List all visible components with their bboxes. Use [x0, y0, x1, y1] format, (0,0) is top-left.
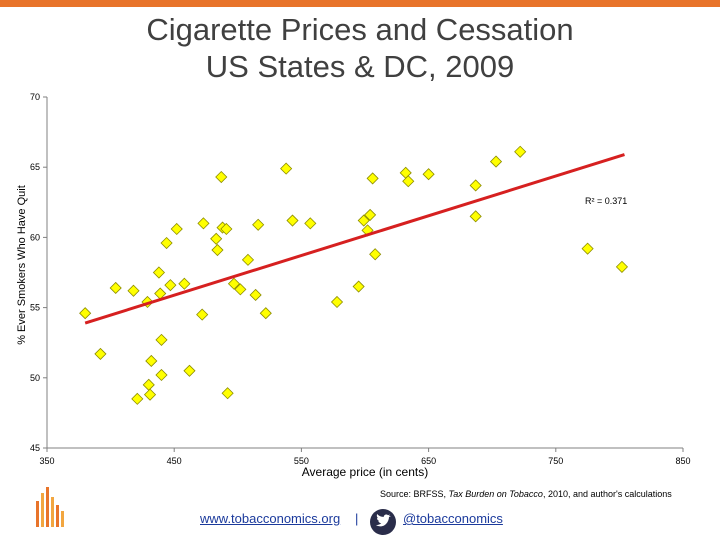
data-point: [280, 162, 293, 175]
data-point: [514, 145, 527, 158]
y-tick-label: 55: [30, 303, 40, 313]
data-point: [304, 217, 317, 230]
data-point: [155, 368, 168, 382]
data-point: [357, 214, 370, 227]
data-point: [94, 347, 107, 360]
data-point: [469, 210, 482, 223]
twitter-bird-icon[interactable]: [370, 509, 396, 535]
y-tick-label: 60: [30, 232, 40, 242]
footer-separator: |: [355, 511, 359, 526]
data-point: [364, 208, 377, 222]
tobacconomics-logo-icon: [36, 487, 64, 527]
data-point: [145, 354, 158, 368]
x-tick-label: 650: [421, 456, 436, 466]
data-point: [402, 175, 415, 188]
data-point: [234, 283, 247, 296]
data-point: [220, 222, 233, 236]
y-tick-label: 50: [30, 373, 40, 383]
x-axis-label: Average price (in cents): [301, 465, 429, 479]
data-point: [127, 284, 140, 297]
data-point: [330, 295, 344, 309]
data-point: [183, 364, 196, 377]
chart-subtitle: US States & DC, 2009: [205, 49, 515, 84]
data-point: [286, 214, 299, 227]
data-point: [152, 266, 166, 279]
data-point: [170, 222, 183, 236]
data-point: [79, 307, 92, 320]
data-point: [143, 388, 157, 401]
source-prefix: Source: BRFSS,: [380, 489, 449, 499]
y-tick-label: 70: [30, 92, 40, 102]
trend-line: [84, 153, 625, 325]
data-point: [178, 277, 191, 290]
x-tick-label: 750: [548, 456, 563, 466]
data-point: [489, 155, 503, 168]
top-accent-bar: [0, 0, 720, 7]
source-note: Source: BRFSS, Tax Burden on Tobacco, 20…: [380, 489, 672, 499]
data-point: [160, 236, 173, 250]
data-point: [259, 307, 272, 320]
x-tick-label: 550: [294, 456, 309, 466]
data-point: [210, 232, 223, 245]
data-point: [469, 179, 482, 192]
data-point: [215, 170, 228, 184]
x-tick-label: 350: [39, 456, 54, 466]
data-point: [227, 277, 241, 290]
data-point: [131, 392, 144, 405]
data-point: [142, 378, 155, 391]
data-point: [241, 253, 255, 266]
data-point: [155, 333, 168, 346]
data-point: [352, 280, 365, 293]
source-italic: Tax Burden on Tobacco: [448, 489, 543, 499]
data-point: [249, 288, 262, 302]
x-tick-label: 850: [675, 456, 690, 466]
website-link[interactable]: www.tobacconomics.org: [200, 511, 341, 526]
data-point: [581, 242, 594, 255]
data-point: [252, 218, 265, 231]
y-tick-label: 45: [30, 443, 40, 453]
data-point: [221, 387, 234, 400]
x-tick-label: 450: [167, 456, 182, 466]
data-point: [615, 260, 629, 273]
chart-title: Cigarette Prices and Cessation: [146, 12, 574, 47]
y-tick-label: 65: [30, 162, 40, 172]
twitter-handle-link[interactable]: @tobacconomics: [403, 511, 503, 526]
data-point: [197, 217, 210, 230]
y-axis-label: % Ever Smokers Who Have Quit: [16, 185, 28, 345]
data-point: [366, 172, 379, 185]
data-point: [164, 279, 177, 292]
data-point: [369, 248, 382, 261]
data-point: [196, 308, 209, 321]
data-point: [211, 243, 224, 257]
r-squared-label: R² = 0.371: [585, 196, 628, 206]
data-point: [109, 281, 122, 295]
source-suffix: , 2010, and author's calculations: [542, 489, 672, 499]
data-point: [422, 168, 435, 181]
